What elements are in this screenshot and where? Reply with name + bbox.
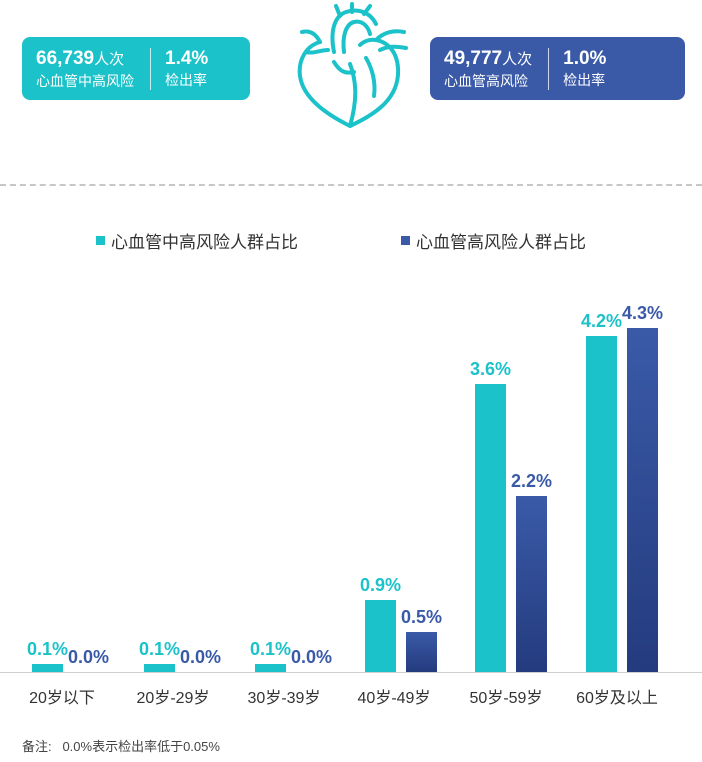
data-label-medium-high-4: 3.6% (470, 359, 511, 379)
stat-rate-block: 1.4% 检出率 (151, 48, 208, 89)
data-label-high-3: 0.5% (401, 607, 442, 627)
stat-rate-label: 检出率 (563, 72, 606, 88)
data-label-medium-high-1: 0.1% (139, 639, 180, 659)
data-label-high-4: 2.2% (511, 471, 552, 491)
data-label-high-2: 0.0% (291, 647, 332, 667)
bar-medium-high-5 (586, 336, 617, 672)
legend-item-medium-high-risk: 心血管中高风险人群占比 (96, 228, 298, 253)
legend-item-high-risk: 心血管高风险人群占比 (401, 228, 586, 253)
legend-swatch-teal (96, 236, 105, 245)
data-label-medium-high-2: 0.1% (250, 639, 291, 659)
data-label-medium-high-0: 0.1% (27, 639, 68, 659)
bar-medium-high-3 (365, 600, 396, 672)
data-label-medium-high-3: 0.9% (360, 575, 401, 595)
x-tick-label-5: 60岁及以上 (576, 689, 658, 707)
stat-rate-label: 检出率 (165, 72, 207, 88)
legend-swatch-navy (401, 236, 410, 245)
bar-medium-high-0 (32, 664, 63, 672)
stat-count-block: 49,777人次 心血管高风险 (430, 48, 532, 90)
x-tick-label-0: 20岁以下 (29, 689, 95, 707)
bar-medium-high-4 (475, 384, 506, 672)
bar-high-3 (406, 632, 437, 672)
stat-card-high-risk: 49,777人次 心血管高风险 1.0% 检出率 (430, 37, 685, 100)
x-tick-label-1: 20岁-29岁 (137, 689, 210, 707)
section-divider (0, 184, 702, 186)
x-tick-label-3: 40岁-49岁 (358, 689, 431, 707)
data-label-medium-high-5: 4.2% (581, 311, 622, 331)
stat-rate-block: 1.0% 检出率 (549, 48, 606, 89)
footnote: 备注: 0.0%表示检出率低于0.05% (22, 739, 220, 754)
stat-count: 66,739 (36, 47, 95, 69)
stat-label: 心血管高风险 (444, 72, 528, 89)
stat-unit: 人次 (502, 50, 533, 68)
x-tick-label-4: 50岁-59岁 (470, 689, 543, 707)
bar-high-4 (516, 496, 547, 672)
x-tick-label-2: 30岁-39岁 (248, 689, 321, 707)
stat-rate: 1.4% (165, 48, 209, 69)
bar-medium-high-1 (144, 664, 175, 672)
stat-unit: 人次 (94, 50, 125, 68)
card-divider (150, 47, 151, 90)
stat-label: 心血管中高风险 (36, 72, 134, 89)
legend-label: 心血管中高风险人群占比 (111, 233, 298, 252)
data-label-high-0: 0.0% (68, 647, 109, 667)
legend-label: 心血管高风险人群占比 (416, 233, 586, 252)
heart-icon (297, 2, 408, 128)
stat-rate: 1.0% (563, 48, 607, 69)
card-divider (548, 47, 550, 90)
data-label-high-1: 0.0% (180, 647, 221, 667)
bar-high-5 (627, 328, 658, 672)
stat-card-medium-high-risk: 66,739人次 心血管中高风险 1.4% 检出率 (22, 37, 250, 100)
stat-count: 49,777 (444, 47, 503, 69)
data-label-high-5: 4.3% (622, 303, 663, 323)
bar-medium-high-2 (255, 664, 286, 672)
stat-count-block: 66,739人次 心血管中高风险 (22, 48, 134, 90)
